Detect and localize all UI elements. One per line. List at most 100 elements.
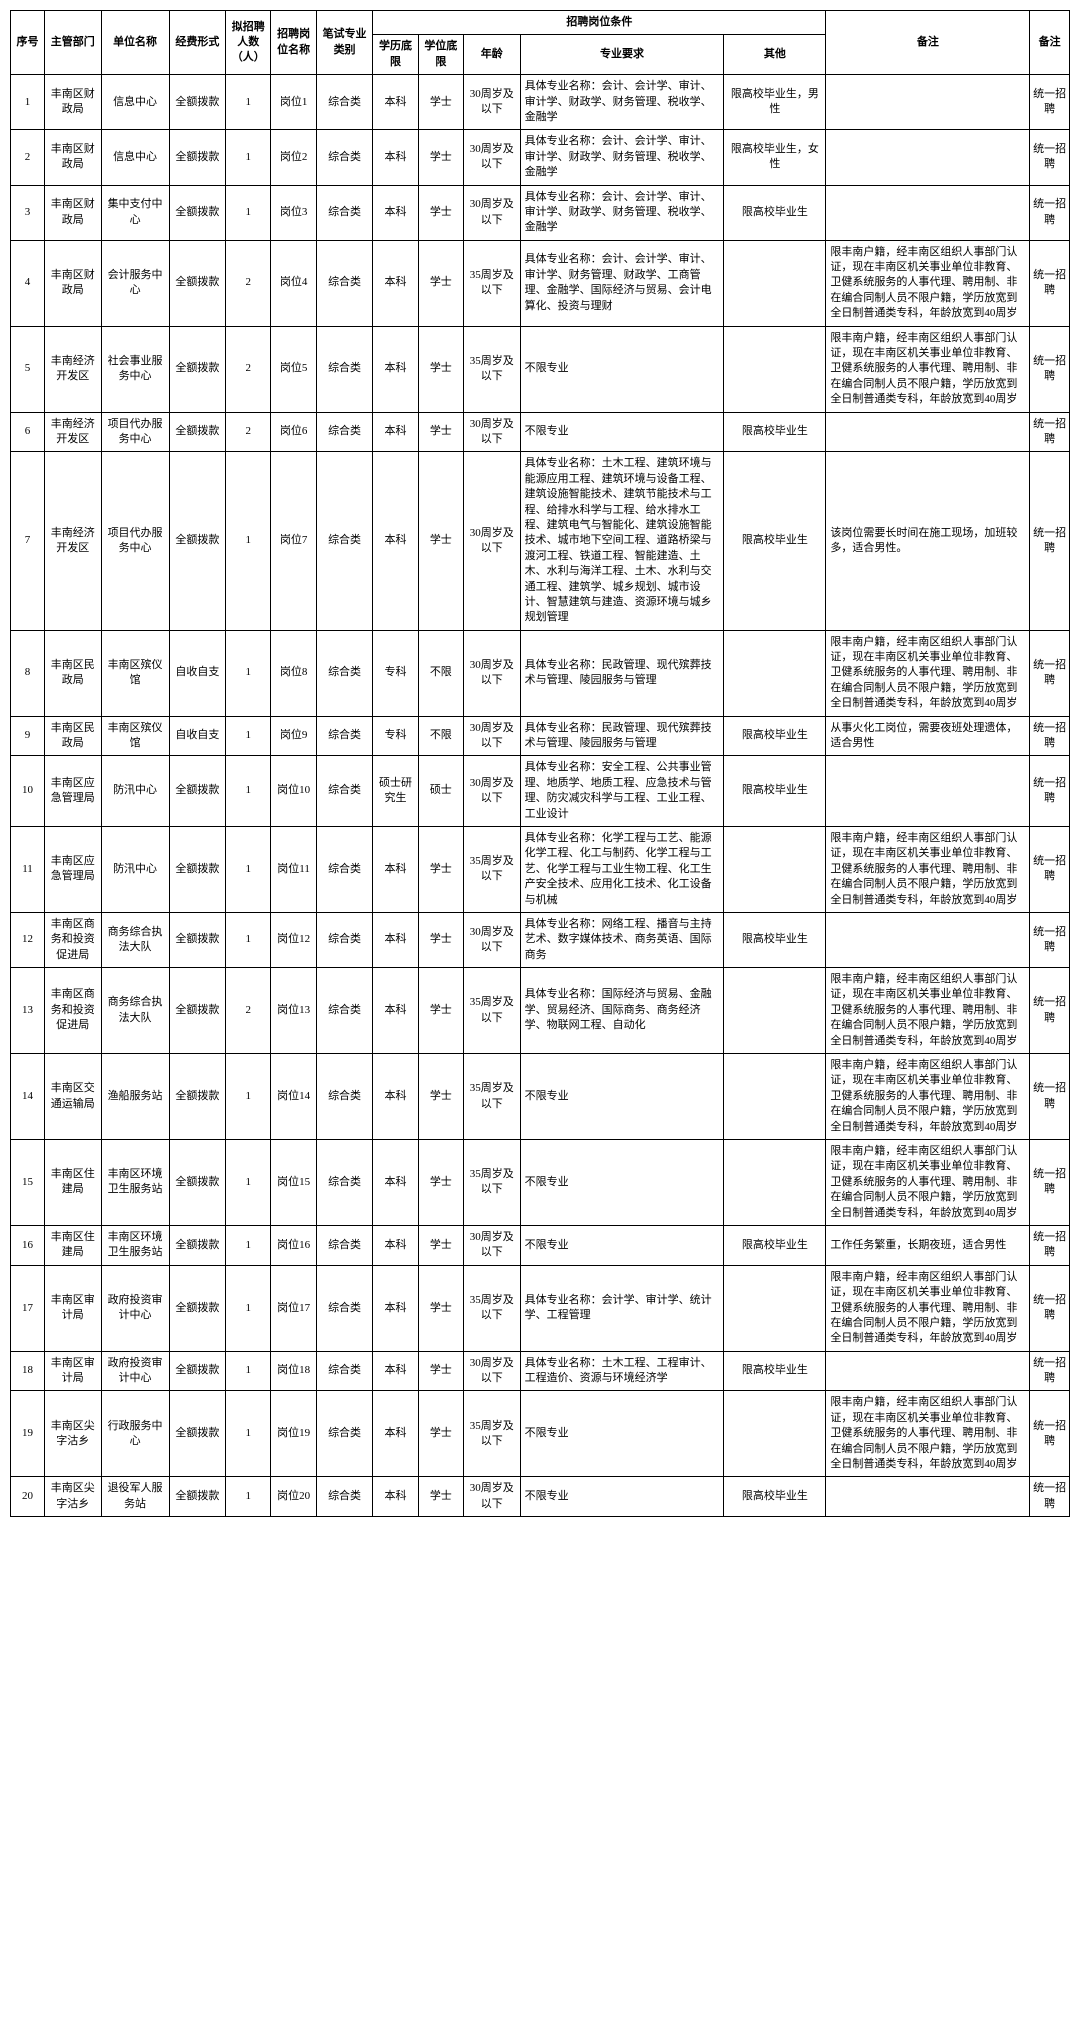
- cell-edu: 本科: [373, 1391, 418, 1477]
- cell-age: 30周岁及以下: [463, 756, 520, 827]
- cell-age: 30周岁及以下: [463, 912, 520, 967]
- cell-fund: 全额拨款: [169, 826, 226, 912]
- cell-major: 不限专业: [520, 1054, 724, 1140]
- cell-edu: 本科: [373, 1477, 418, 1517]
- header-age: 年龄: [463, 35, 520, 75]
- cell-exam: 综合类: [316, 130, 373, 185]
- cell-major: 具体专业名称：会计、会计学、审计、审计学、财政学、财务管理、税收学、金融学: [520, 130, 724, 185]
- cell-fund: 全额拨款: [169, 1391, 226, 1477]
- cell-other: [724, 1054, 826, 1140]
- recruitment-table: 序号 主管部门 单位名称 经费形式 拟招聘人数（人） 招聘岗位名称 笔试专业类别…: [10, 10, 1070, 1517]
- cell-edu: 本科: [373, 1140, 418, 1226]
- cell-remark: 限丰南户籍，经丰南区组织人事部门认证，现在丰南区机关事业单位非教育、卫健系统服务…: [826, 1140, 1030, 1226]
- cell-unit: 集中支付中心: [101, 185, 169, 240]
- cell-deg: 学士: [418, 912, 463, 967]
- cell-major: 具体专业名称：民政管理、现代殡葬技术与管理、陵园服务与管理: [520, 716, 724, 756]
- cell-deg: 学士: [418, 326, 463, 412]
- cell-other: 限高校毕业生: [724, 412, 826, 452]
- table-row: 17丰南区审计局政府投资审计中心全额拨款1岗位17综合类本科学士35周岁及以下具…: [11, 1265, 1070, 1351]
- cell-fund: 全额拨款: [169, 756, 226, 827]
- cell-major: 具体专业名称：化学工程与工艺、能源化学工程、化工与制药、化学工程与工艺、化学工程…: [520, 826, 724, 912]
- table-row: 20丰南区尖字沽乡退役军人服务站全额拨款1岗位20综合类本科学士30周岁及以下不…: [11, 1477, 1070, 1517]
- cell-seq: 18: [11, 1351, 45, 1391]
- cell-other: 限高校毕业生: [724, 1225, 826, 1265]
- cell-deg: 学士: [418, 1225, 463, 1265]
- cell-other: [724, 968, 826, 1054]
- cell-dept: 丰南区审计局: [44, 1351, 101, 1391]
- cell-major: 具体专业名称：会计、会计学、审计、审计学、财政学、财务管理、税收学、金融学: [520, 75, 724, 130]
- cell-major: 具体专业名称：国际经济与贸易、金融学、贸易经济、国际商务、商务经济学、物联网工程…: [520, 968, 724, 1054]
- cell-post: 岗位5: [271, 326, 316, 412]
- cell-seq: 16: [11, 1225, 45, 1265]
- cell-fund: 全额拨款: [169, 326, 226, 412]
- cell-num: 2: [226, 968, 271, 1054]
- cell-unit: 行政服务中心: [101, 1391, 169, 1477]
- cell-num: 1: [226, 130, 271, 185]
- cell-edu: 本科: [373, 1265, 418, 1351]
- cell-exam: 综合类: [316, 968, 373, 1054]
- cell-post: 岗位7: [271, 452, 316, 630]
- cell-remark: 限丰南户籍，经丰南区组织人事部门认证，现在丰南区机关事业单位非教育、卫健系统服务…: [826, 630, 1030, 716]
- cell-remark: 限丰南户籍，经丰南区组织人事部门认证，现在丰南区机关事业单位非教育、卫健系统服务…: [826, 968, 1030, 1054]
- cell-fund: 全额拨款: [169, 75, 226, 130]
- cell-num: 1: [226, 1140, 271, 1226]
- cell-fund: 全额拨款: [169, 452, 226, 630]
- cell-age: 35周岁及以下: [463, 968, 520, 1054]
- cell-unit: 丰南区殡仪馆: [101, 630, 169, 716]
- cell-post: 岗位15: [271, 1140, 316, 1226]
- table-row: 2丰南区财政局信息中心全额拨款1岗位2综合类本科学士30周岁及以下具体专业名称：…: [11, 130, 1070, 185]
- table-row: 1丰南区财政局信息中心全额拨款1岗位1综合类本科学士30周岁及以下具体专业名称：…: [11, 75, 1070, 130]
- table-body: 1丰南区财政局信息中心全额拨款1岗位1综合类本科学士30周岁及以下具体专业名称：…: [11, 75, 1070, 1517]
- cell-note: 统一招聘: [1030, 826, 1070, 912]
- cell-unit: 政府投资审计中心: [101, 1351, 169, 1391]
- cell-unit: 信息中心: [101, 130, 169, 185]
- cell-unit: 防汛中心: [101, 756, 169, 827]
- cell-dept: 丰南经济开发区: [44, 412, 101, 452]
- table-row: 16丰南区住建局丰南区环境卫生服务站全额拨款1岗位16综合类本科学士30周岁及以…: [11, 1225, 1070, 1265]
- cell-edu: 本科: [373, 1054, 418, 1140]
- cell-age: 30周岁及以下: [463, 716, 520, 756]
- cell-exam: 综合类: [316, 1265, 373, 1351]
- cell-num: 1: [226, 1391, 271, 1477]
- cell-deg: 学士: [418, 1351, 463, 1391]
- table-row: 18丰南区审计局政府投资审计中心全额拨款1岗位18综合类本科学士30周岁及以下具…: [11, 1351, 1070, 1391]
- cell-unit: 退役军人服务站: [101, 1477, 169, 1517]
- cell-note: 统一招聘: [1030, 185, 1070, 240]
- cell-dept: 丰南区交通运输局: [44, 1054, 101, 1140]
- cell-major: 具体专业名称：会计、会计学、审计、审计学、财务管理、财政学、工商管理、金融学、国…: [520, 240, 724, 326]
- header-remark: 备注: [826, 11, 1030, 75]
- cell-age: 30周岁及以下: [463, 630, 520, 716]
- cell-note: 统一招聘: [1030, 1054, 1070, 1140]
- cell-deg: 学士: [418, 185, 463, 240]
- cell-fund: 全额拨款: [169, 130, 226, 185]
- cell-edu: 本科: [373, 240, 418, 326]
- cell-note: 统一招聘: [1030, 1140, 1070, 1226]
- cell-num: 1: [226, 630, 271, 716]
- cell-dept: 丰南经济开发区: [44, 326, 101, 412]
- cell-seq: 6: [11, 412, 45, 452]
- cell-edu: 本科: [373, 968, 418, 1054]
- cell-deg: 学士: [418, 240, 463, 326]
- cell-major: 不限专业: [520, 1140, 724, 1226]
- cell-fund: 自收自支: [169, 630, 226, 716]
- cell-num: 1: [226, 716, 271, 756]
- cell-num: 1: [226, 826, 271, 912]
- cell-note: 统一招聘: [1030, 968, 1070, 1054]
- cell-deg: 学士: [418, 1140, 463, 1226]
- cell-seq: 3: [11, 185, 45, 240]
- cell-dept: 丰南区民政局: [44, 716, 101, 756]
- cell-num: 1: [226, 1054, 271, 1140]
- cell-seq: 19: [11, 1391, 45, 1477]
- header-seq: 序号: [11, 11, 45, 75]
- cell-other: 限高校毕业生: [724, 756, 826, 827]
- cell-deg: 学士: [418, 968, 463, 1054]
- cell-remark: [826, 75, 1030, 130]
- cell-exam: 综合类: [316, 912, 373, 967]
- table-row: 5丰南经济开发区社会事业服务中心全额拨款2岗位5综合类本科学士35周岁及以下不限…: [11, 326, 1070, 412]
- cell-major: 不限专业: [520, 326, 724, 412]
- cell-edu: 本科: [373, 452, 418, 630]
- cell-dept: 丰南区民政局: [44, 630, 101, 716]
- cell-age: 35周岁及以下: [463, 1140, 520, 1226]
- cell-other: [724, 326, 826, 412]
- cell-num: 1: [226, 452, 271, 630]
